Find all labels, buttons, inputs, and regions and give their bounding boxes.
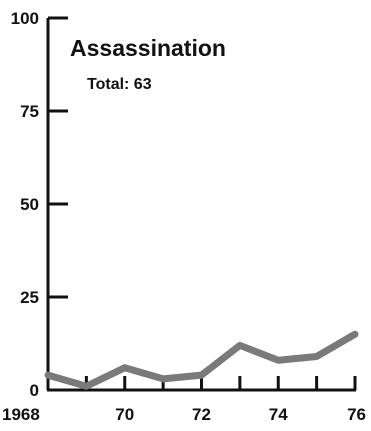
x-tick-label: 74: [269, 405, 288, 424]
y-ticks: 0 25 50 75 100: [11, 9, 68, 400]
chart-subtitle: Total: 63: [87, 76, 152, 93]
series-line: [44, 330, 359, 390]
x-ticks: 1968 70 72 74 76: [2, 376, 366, 424]
chart-title: Assassination: [70, 35, 226, 61]
x-tick-label: 72: [192, 405, 211, 424]
y-tick-label: 50: [20, 195, 39, 214]
x-tick-label: 70: [115, 405, 134, 424]
y-tick-label: 75: [20, 102, 39, 121]
y-tick-label: 100: [11, 9, 39, 28]
y-tick-label: 0: [30, 381, 39, 400]
x-tick-label: 1968: [2, 405, 40, 424]
y-tick-label: 25: [20, 288, 39, 307]
x-tick-label: 76: [347, 405, 366, 424]
